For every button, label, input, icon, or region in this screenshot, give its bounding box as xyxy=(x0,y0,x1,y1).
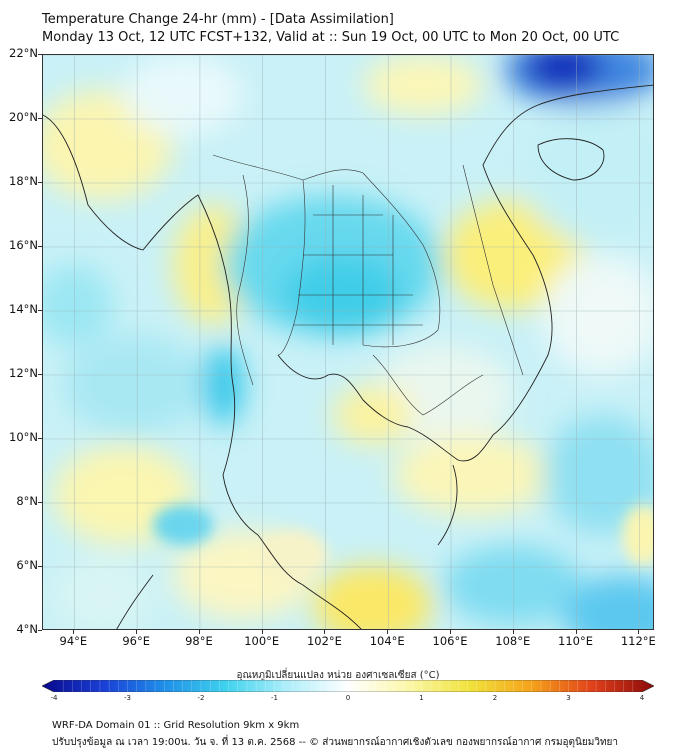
footer-credits: ปรับปรุงข้อมูล ณ เวลา 19:00น. วัน จ. ที่… xyxy=(52,737,619,748)
colorbar-tick-label: 1 xyxy=(419,694,424,702)
colorbar-gradient xyxy=(42,680,654,692)
colorbar-tick-label: 2 xyxy=(492,694,498,702)
lat-label: 6°N xyxy=(16,558,38,572)
coastlines xyxy=(43,84,653,629)
lon-tick xyxy=(638,630,640,634)
lon-tick xyxy=(450,630,451,634)
map-subtitle: Monday 13 Oct, 12 UTC FCST+132, Valid at… xyxy=(42,30,620,45)
admin-borders xyxy=(212,154,524,416)
lat-label: 18°N xyxy=(9,174,38,188)
lat-label: 20°N xyxy=(9,110,38,124)
colorbar-tick-label: -1 xyxy=(271,694,278,702)
footer-model-info: WRF-DA Domain 01 :: Grid Resolution 9km … xyxy=(52,720,300,731)
lat-tick xyxy=(38,566,42,567)
lat-label: 14°N xyxy=(9,302,38,316)
western-coast xyxy=(43,114,362,629)
lon-tick xyxy=(261,630,263,634)
colorbar-tick-label: -2 xyxy=(197,694,205,702)
lat-tick xyxy=(38,502,42,503)
eastern-coast xyxy=(407,84,653,462)
lon-label: 112°E xyxy=(620,634,656,648)
colorbar xyxy=(42,680,654,692)
lat-label: 8°N xyxy=(16,494,38,508)
lat-tick xyxy=(38,182,42,183)
lon-label: 108°E xyxy=(495,634,531,648)
colorbar-tick-label: 4 xyxy=(639,694,645,702)
colorbar-tick-label: -3 xyxy=(124,694,131,702)
lon-label: 106°E xyxy=(432,634,468,648)
map-area xyxy=(42,54,654,630)
lon-label: 100°E xyxy=(244,634,280,648)
colorbar-tick-label: 0 xyxy=(345,694,351,702)
lat-tick xyxy=(38,54,42,55)
lat-label: 4°N xyxy=(16,622,38,636)
lon-tick xyxy=(575,630,577,634)
colorbar-label: อุณหภูมิเปลี่ยนแปลง หน่วย องศาเซลเซียส (… xyxy=(236,670,440,681)
lat-label: 22°N xyxy=(9,46,38,60)
lon-label: 96°E xyxy=(122,634,150,648)
lon-label: 94°E xyxy=(59,634,88,648)
hainan-island xyxy=(537,138,605,181)
map-title: Temperature Change 24-hr (mm) - [Data As… xyxy=(42,12,394,27)
lon-tick xyxy=(324,630,326,634)
lon-tick xyxy=(73,630,75,634)
lat-label: 10°N xyxy=(9,430,38,444)
lat-tick xyxy=(38,374,42,375)
lon-label: 110°E xyxy=(558,634,594,648)
lon-label: 104°E xyxy=(369,634,405,648)
lon-label: 98°E xyxy=(185,634,213,648)
lat-tick xyxy=(38,246,42,247)
lat-tick xyxy=(38,310,42,311)
lon-tick xyxy=(387,630,389,634)
lat-label: 16°N xyxy=(9,238,38,252)
lon-tick xyxy=(512,630,514,634)
lat-label: 12°N xyxy=(9,366,38,380)
colorbar-tick-label: 3 xyxy=(566,694,571,702)
lat-tick xyxy=(38,630,42,631)
lat-tick xyxy=(38,118,42,119)
temperature-change-field xyxy=(43,55,653,629)
lon-tick xyxy=(198,630,200,634)
lon-label: 102°E xyxy=(306,634,342,648)
lon-tick xyxy=(136,630,138,634)
lat-tick xyxy=(38,438,42,439)
colorbar-tick-label: -4 xyxy=(50,694,58,702)
